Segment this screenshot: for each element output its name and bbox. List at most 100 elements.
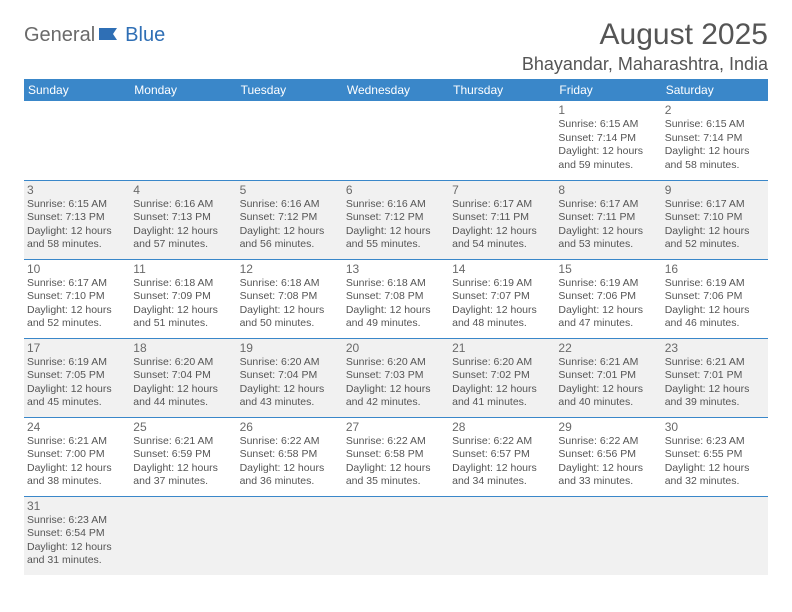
title-block: August 2025 Bhayandar, Maharashtra, Indi…: [522, 18, 768, 75]
calendar-week-row: 24Sunrise: 6:21 AMSunset: 7:00 PMDayligh…: [24, 417, 768, 496]
calendar-cell: 25Sunrise: 6:21 AMSunset: 6:59 PMDayligh…: [130, 417, 236, 496]
calendar-cell: 31Sunrise: 6:23 AMSunset: 6:54 PMDayligh…: [24, 496, 130, 575]
day-number: 31: [27, 499, 127, 513]
calendar-cell: [343, 496, 449, 575]
day-number: 16: [665, 262, 765, 276]
day-info: Sunrise: 6:20 AMSunset: 7:04 PMDaylight:…: [240, 356, 340, 411]
logo-text-general: General: [24, 24, 95, 47]
calendar-cell: 30Sunrise: 6:23 AMSunset: 6:55 PMDayligh…: [662, 417, 768, 496]
calendar-cell: [24, 101, 130, 180]
day-number: 12: [240, 262, 340, 276]
day-info: Sunrise: 6:21 AMSunset: 7:01 PMDaylight:…: [558, 356, 658, 411]
day-number: 8: [558, 183, 658, 197]
month-title: August 2025: [522, 18, 768, 52]
day-number: 3: [27, 183, 127, 197]
calendar-cell: 18Sunrise: 6:20 AMSunset: 7:04 PMDayligh…: [130, 338, 236, 417]
calendar-cell: 10Sunrise: 6:17 AMSunset: 7:10 PMDayligh…: [24, 259, 130, 338]
day-info: Sunrise: 6:20 AMSunset: 7:04 PMDaylight:…: [133, 356, 233, 411]
day-info: Sunrise: 6:19 AMSunset: 7:05 PMDaylight:…: [27, 356, 127, 411]
calendar-week-row: 3Sunrise: 6:15 AMSunset: 7:13 PMDaylight…: [24, 180, 768, 259]
day-header: Sunday: [24, 79, 130, 101]
calendar-cell: [449, 496, 555, 575]
day-number: 11: [133, 262, 233, 276]
day-number: 21: [452, 341, 552, 355]
calendar-cell: 1Sunrise: 6:15 AMSunset: 7:14 PMDaylight…: [555, 101, 661, 180]
calendar-cell: 29Sunrise: 6:22 AMSunset: 6:56 PMDayligh…: [555, 417, 661, 496]
day-number: 5: [240, 183, 340, 197]
day-number: 30: [665, 420, 765, 434]
day-number: 7: [452, 183, 552, 197]
day-info: Sunrise: 6:18 AMSunset: 7:09 PMDaylight:…: [133, 277, 233, 332]
calendar-header-row: SundayMondayTuesdayWednesdayThursdayFrid…: [24, 79, 768, 101]
day-info: Sunrise: 6:21 AMSunset: 7:00 PMDaylight:…: [27, 435, 127, 490]
day-info: Sunrise: 6:21 AMSunset: 6:59 PMDaylight:…: [133, 435, 233, 490]
day-number: 28: [452, 420, 552, 434]
day-header: Thursday: [449, 79, 555, 101]
day-info: Sunrise: 6:22 AMSunset: 6:58 PMDaylight:…: [240, 435, 340, 490]
logo: General Blue: [24, 24, 165, 47]
calendar-cell: 20Sunrise: 6:20 AMSunset: 7:03 PMDayligh…: [343, 338, 449, 417]
day-info: Sunrise: 6:17 AMSunset: 7:11 PMDaylight:…: [452, 198, 552, 253]
calendar-cell: 14Sunrise: 6:19 AMSunset: 7:07 PMDayligh…: [449, 259, 555, 338]
day-number: 24: [27, 420, 127, 434]
day-number: 17: [27, 341, 127, 355]
day-number: 22: [558, 341, 658, 355]
day-number: 27: [346, 420, 446, 434]
day-number: 2: [665, 103, 765, 117]
header: General Blue August 2025 Bhayandar, Maha…: [24, 18, 768, 75]
location-subtitle: Bhayandar, Maharashtra, India: [522, 54, 768, 75]
day-number: 14: [452, 262, 552, 276]
day-info: Sunrise: 6:23 AMSunset: 6:54 PMDaylight:…: [27, 514, 127, 569]
calendar-cell: [662, 496, 768, 575]
day-info: Sunrise: 6:18 AMSunset: 7:08 PMDaylight:…: [240, 277, 340, 332]
day-info: Sunrise: 6:18 AMSunset: 7:08 PMDaylight:…: [346, 277, 446, 332]
day-header: Tuesday: [237, 79, 343, 101]
day-info: Sunrise: 6:20 AMSunset: 7:03 PMDaylight:…: [346, 356, 446, 411]
calendar-cell: [237, 101, 343, 180]
calendar-cell: 4Sunrise: 6:16 AMSunset: 7:13 PMDaylight…: [130, 180, 236, 259]
day-info: Sunrise: 6:16 AMSunset: 7:12 PMDaylight:…: [240, 198, 340, 253]
calendar-cell: [237, 496, 343, 575]
logo-text-blue: Blue: [125, 24, 165, 47]
calendar-cell: 26Sunrise: 6:22 AMSunset: 6:58 PMDayligh…: [237, 417, 343, 496]
day-number: 20: [346, 341, 446, 355]
day-header: Friday: [555, 79, 661, 101]
calendar-cell: 11Sunrise: 6:18 AMSunset: 7:09 PMDayligh…: [130, 259, 236, 338]
calendar-cell: 19Sunrise: 6:20 AMSunset: 7:04 PMDayligh…: [237, 338, 343, 417]
calendar-week-row: 10Sunrise: 6:17 AMSunset: 7:10 PMDayligh…: [24, 259, 768, 338]
calendar-cell: 16Sunrise: 6:19 AMSunset: 7:06 PMDayligh…: [662, 259, 768, 338]
calendar-cell: 12Sunrise: 6:18 AMSunset: 7:08 PMDayligh…: [237, 259, 343, 338]
day-header: Saturday: [662, 79, 768, 101]
day-info: Sunrise: 6:23 AMSunset: 6:55 PMDaylight:…: [665, 435, 765, 490]
day-info: Sunrise: 6:15 AMSunset: 7:14 PMDaylight:…: [665, 118, 765, 173]
day-info: Sunrise: 6:19 AMSunset: 7:06 PMDaylight:…: [558, 277, 658, 332]
day-number: 26: [240, 420, 340, 434]
calendar-cell: 28Sunrise: 6:22 AMSunset: 6:57 PMDayligh…: [449, 417, 555, 496]
day-number: 25: [133, 420, 233, 434]
day-info: Sunrise: 6:17 AMSunset: 7:11 PMDaylight:…: [558, 198, 658, 253]
day-info: Sunrise: 6:19 AMSunset: 7:06 PMDaylight:…: [665, 277, 765, 332]
calendar-cell: [449, 101, 555, 180]
day-header: Wednesday: [343, 79, 449, 101]
calendar-cell: [130, 101, 236, 180]
day-info: Sunrise: 6:19 AMSunset: 7:07 PMDaylight:…: [452, 277, 552, 332]
calendar-cell: 2Sunrise: 6:15 AMSunset: 7:14 PMDaylight…: [662, 101, 768, 180]
day-number: 29: [558, 420, 658, 434]
calendar-cell: 27Sunrise: 6:22 AMSunset: 6:58 PMDayligh…: [343, 417, 449, 496]
day-info: Sunrise: 6:21 AMSunset: 7:01 PMDaylight:…: [665, 356, 765, 411]
day-number: 23: [665, 341, 765, 355]
day-number: 6: [346, 183, 446, 197]
day-header: Monday: [130, 79, 236, 101]
calendar-cell: 21Sunrise: 6:20 AMSunset: 7:02 PMDayligh…: [449, 338, 555, 417]
day-number: 15: [558, 262, 658, 276]
calendar-cell: 22Sunrise: 6:21 AMSunset: 7:01 PMDayligh…: [555, 338, 661, 417]
calendar-cell: 7Sunrise: 6:17 AMSunset: 7:11 PMDaylight…: [449, 180, 555, 259]
calendar-week-row: 1 Sunrise: 6:15 AMSunset: 7:14 PMDaylight…: [24, 101, 768, 180]
day-number: 13: [346, 262, 446, 276]
day-info: Sunrise: 6:15 AMSunset: 7:13 PMDaylight:…: [27, 198, 127, 253]
calendar-cell: 15Sunrise: 6:19 AMSunset: 7:06 PMDayligh…: [555, 259, 661, 338]
day-number: 9: [665, 183, 765, 197]
day-info: Sunrise: 6:17 AMSunset: 7:10 PMDaylight:…: [27, 277, 127, 332]
calendar-cell: 3Sunrise: 6:15 AMSunset: 7:13 PMDaylight…: [24, 180, 130, 259]
day-number: 1: [558, 103, 658, 117]
